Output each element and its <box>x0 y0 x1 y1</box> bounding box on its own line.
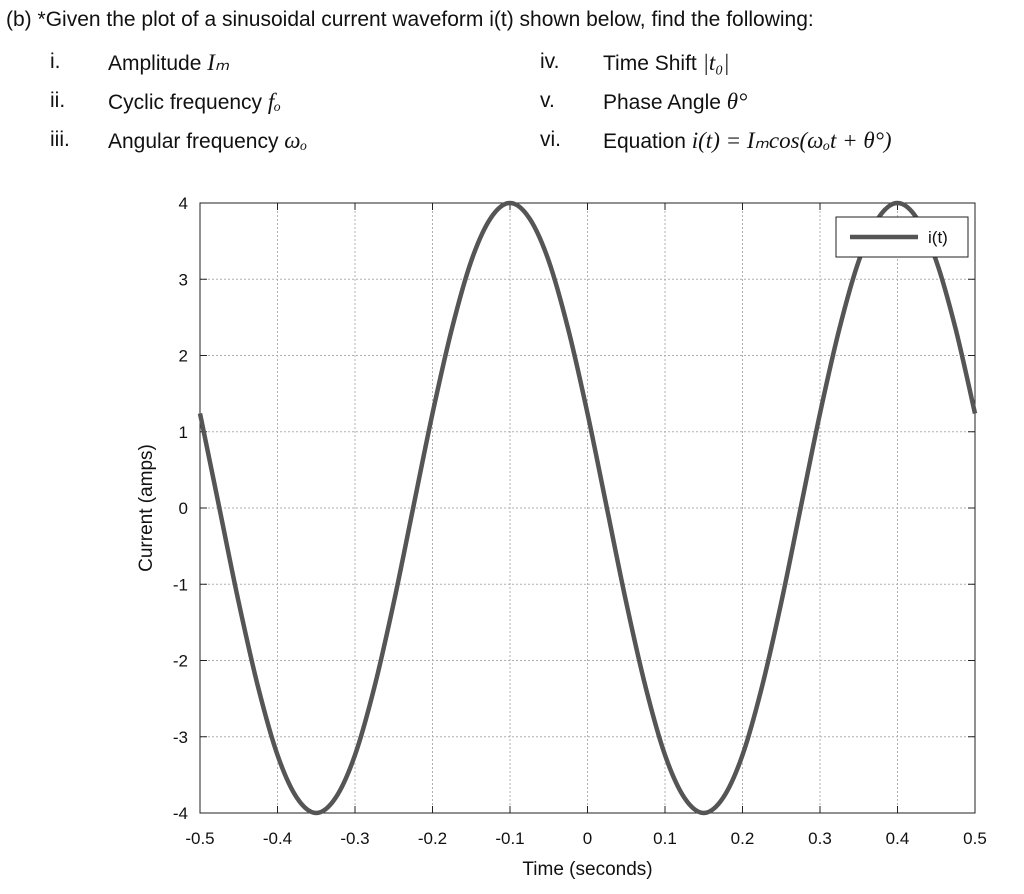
y-tick-label: 0 <box>179 499 188 518</box>
x-tick-label: -0.4 <box>263 829 292 848</box>
x-tick-label: -0.2 <box>418 829 447 848</box>
question-item-label: Equation <box>603 130 686 153</box>
question-item: Phase Angle θ° <box>603 89 747 115</box>
x-tick-label: 0.1 <box>653 829 677 848</box>
question-item-number: v. <box>540 89 555 112</box>
question-item-math: θ° <box>726 89 748 114</box>
y-tick-label: 3 <box>179 270 188 289</box>
x-tick-label: 0 <box>583 829 592 848</box>
x-tick-label: -0.5 <box>185 829 214 848</box>
x-tick-label: 0.2 <box>731 829 755 848</box>
y-axis-label: Current (amps) <box>136 444 157 572</box>
question-item-label: Time Shift <box>603 52 697 75</box>
y-tick-label: -2 <box>173 652 188 671</box>
question-item-math: Iₘ <box>207 50 230 75</box>
x-axis-label: Time (seconds) <box>522 859 652 880</box>
question-item-label: Angular frequency <box>108 130 279 153</box>
question-item-label: Amplitude <box>108 52 202 75</box>
question-item-number: i. <box>50 50 61 73</box>
y-tick-label: 4 <box>179 194 188 213</box>
question-item: Angular frequency ωₒ <box>108 128 307 154</box>
question-item-math: |t₀| <box>702 50 730 75</box>
question-item-number: ii. <box>50 89 66 112</box>
question-prompt: (b) *Given the plot of a sinusoidal curr… <box>6 8 814 32</box>
question-item-math: fₒ <box>267 89 281 114</box>
y-tick-label: -1 <box>173 575 188 594</box>
question-item: Time Shift |t₀| <box>603 50 730 76</box>
question-prefix: (b) <box>6 8 32 31</box>
y-tick-label: 2 <box>179 347 188 366</box>
x-tick-label: -0.1 <box>495 829 524 848</box>
y-tick-label: 1 <box>179 423 188 442</box>
question-item-label: Phase Angle <box>603 91 721 114</box>
plot-frame <box>199 202 976 814</box>
question-item: Amplitude Iₘ <box>108 50 229 76</box>
x-tick-label: 0.5 <box>963 829 987 848</box>
question-text: *Given the plot of a sinusoidal current … <box>37 8 814 31</box>
question-item-number: iv. <box>540 50 560 73</box>
x-tick-label: 0.3 <box>808 829 832 848</box>
question-item-math: i(t) = Iₘcos(ωₒt + θ°) <box>691 128 892 153</box>
legend-label: i(t) <box>928 228 948 247</box>
y-tick-label: -3 <box>173 728 188 747</box>
x-tick-label: 0.4 <box>886 829 910 848</box>
question-item-label: Cyclic frequency <box>108 91 263 114</box>
question-item-number: iii. <box>50 128 70 151</box>
question-item: Cyclic frequency fₒ <box>108 89 281 115</box>
question-item-number: vi. <box>540 128 561 151</box>
x-tick-label: -0.3 <box>340 829 369 848</box>
question-item-math: ωₒ <box>284 128 308 153</box>
series-line-0 <box>197 200 978 816</box>
y-tick-label: -4 <box>173 804 188 823</box>
question-item: Equation i(t) = Iₘcos(ωₒt + θ°) <box>603 128 892 154</box>
